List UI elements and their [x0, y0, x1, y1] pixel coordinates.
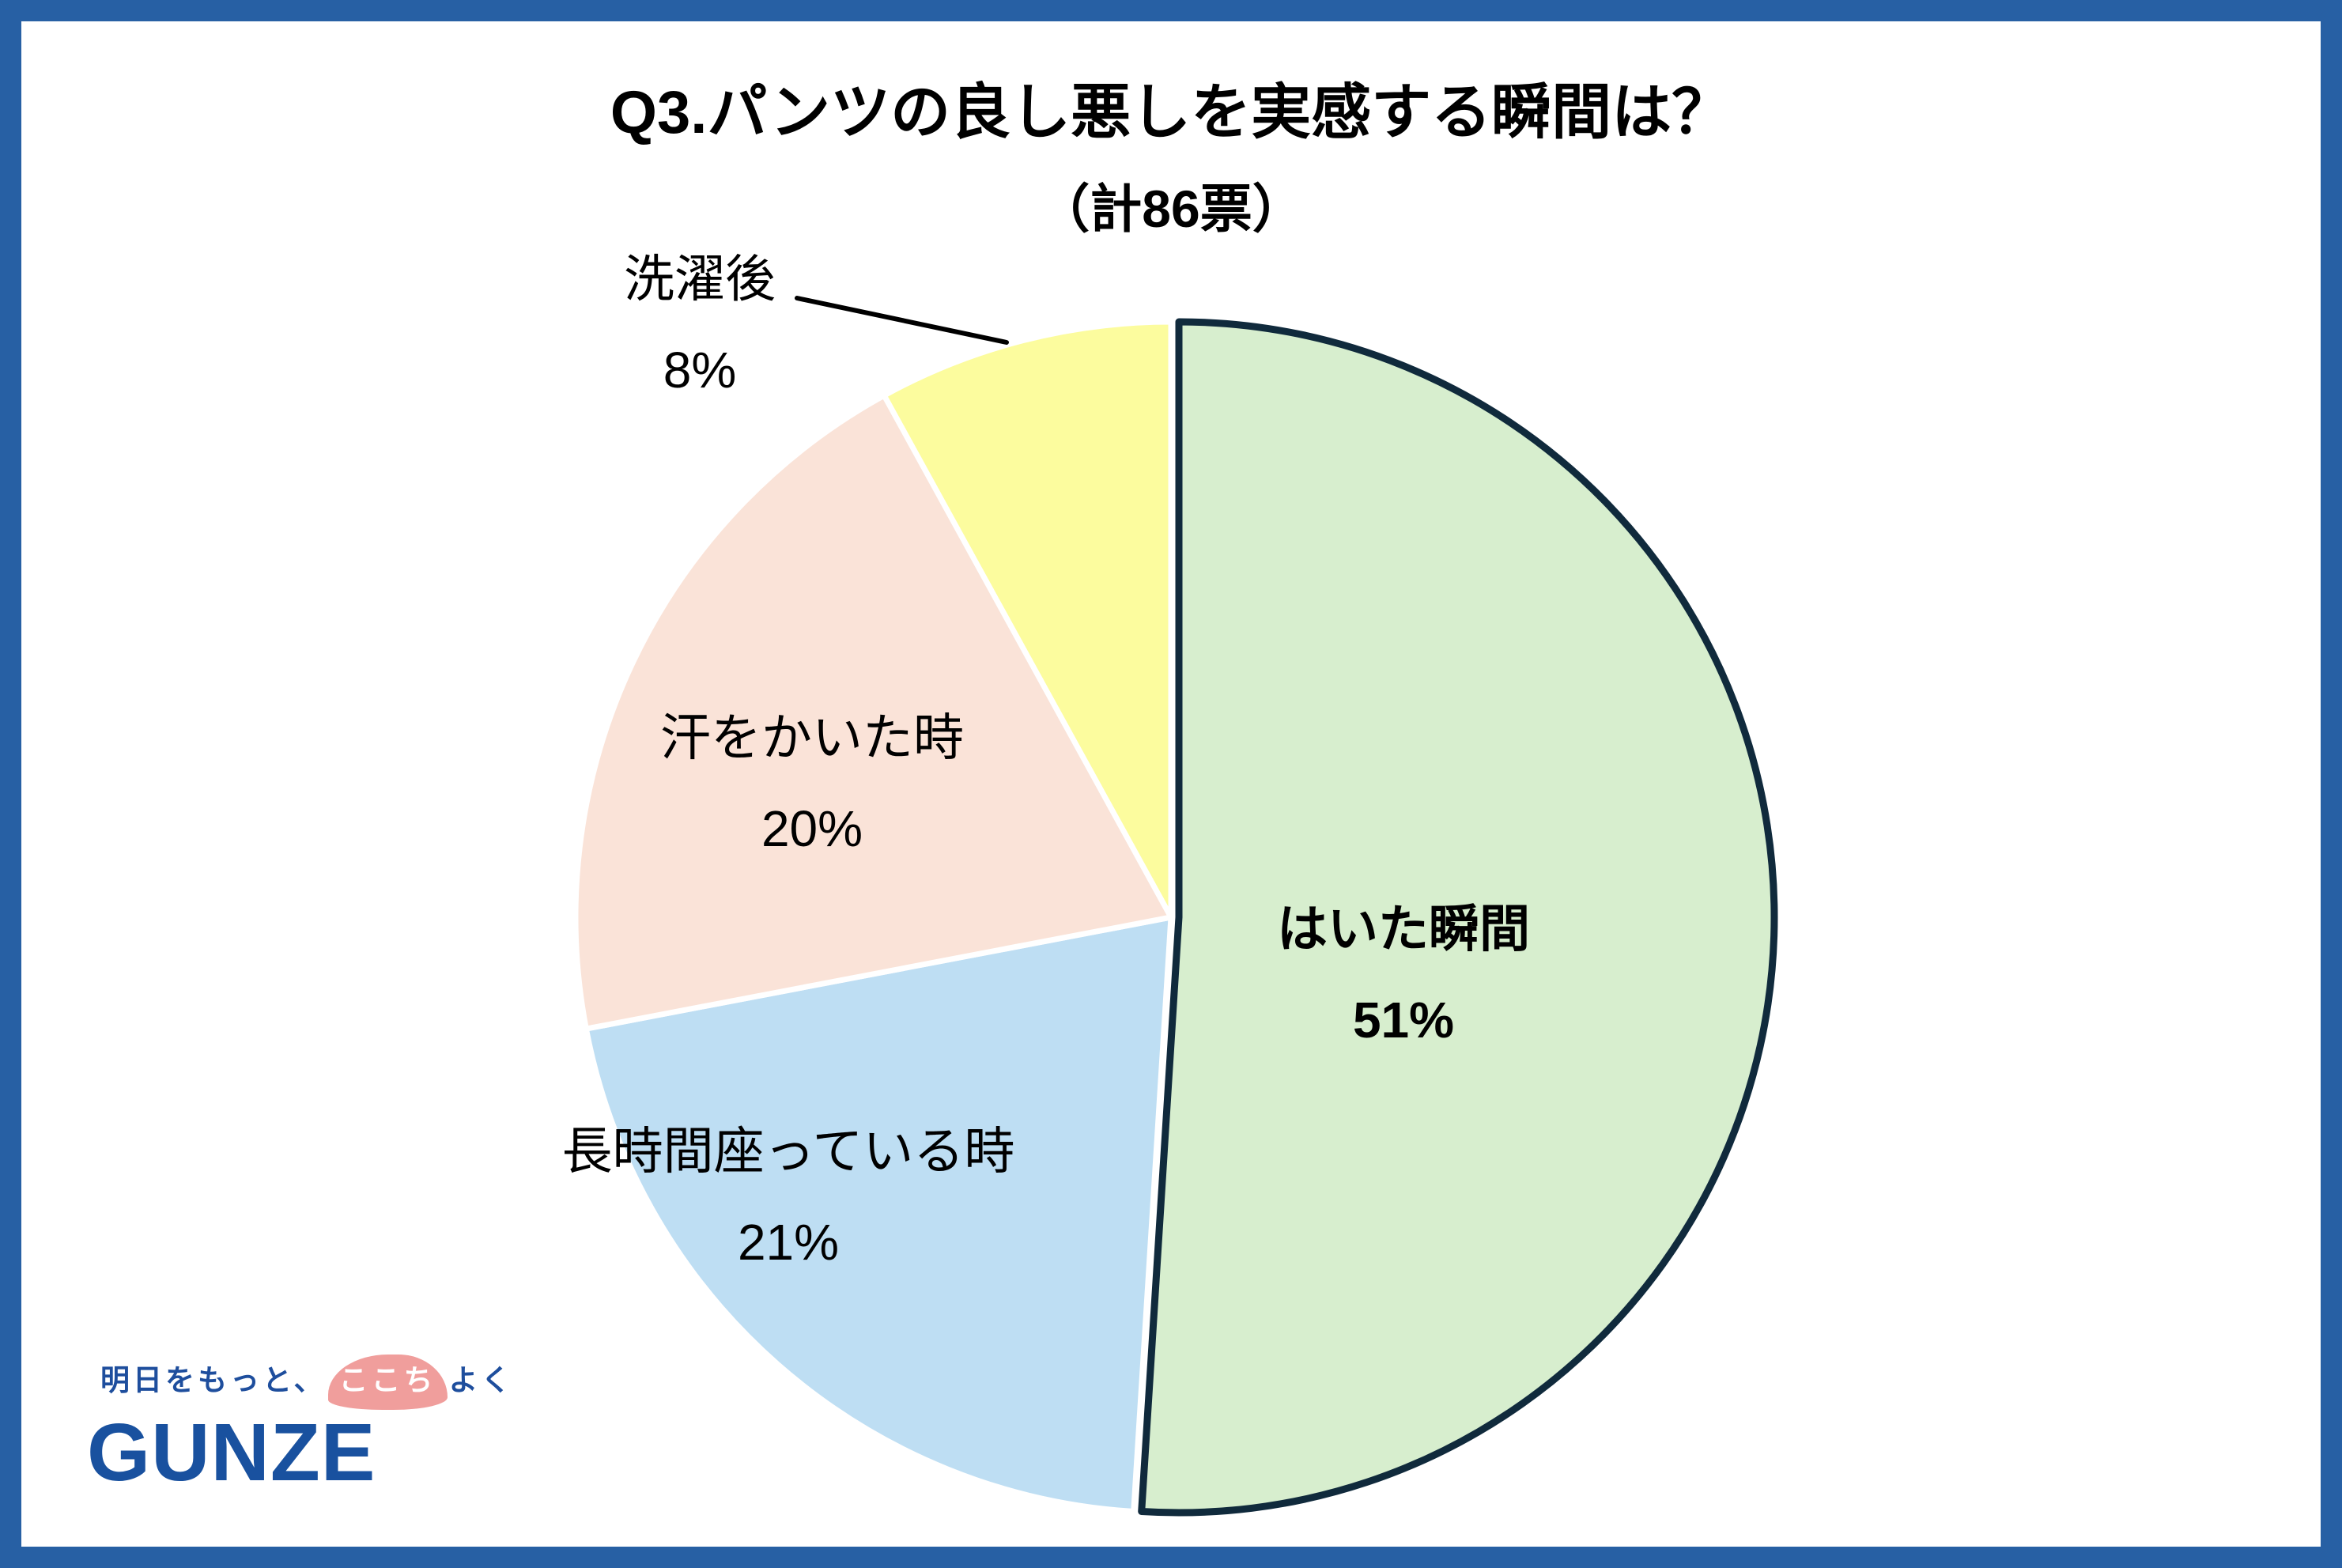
- slice-label-after-washing: 洗濯後 8%: [624, 234, 776, 416]
- slice-label-sweating: 汗をかいた時 20%: [660, 693, 964, 875]
- slice-label-pct: 21%: [737, 1214, 840, 1271]
- chart-title: Q3.パンツの良し悪しを実感する瞬間は？: [610, 79, 1732, 146]
- gunze-wordmark: GUNZE: [87, 1407, 376, 1498]
- slice-label-pct: 8%: [663, 342, 737, 399]
- tagline-highlight-blob: ここち: [327, 1355, 448, 1410]
- pie-slices-group: [572, 318, 1778, 1517]
- pie-slice-2: [572, 392, 1174, 1032]
- pie-slice-3: [881, 319, 1174, 920]
- slice-label-text: はいた瞬間: [1277, 901, 1530, 958]
- tagline-suffix: よく: [448, 1364, 514, 1396]
- slice-label-long-sitting: 長時間座っている時 21%: [562, 1106, 1015, 1288]
- chart-subtitle: （計86票）: [1037, 179, 1305, 238]
- pie-slice-1: [583, 914, 1174, 1515]
- pie-slice-0: [1138, 318, 1778, 1517]
- tagline-prefix: 明日をもっと、: [100, 1364, 327, 1396]
- gunze-tagline: 明日をもっと、 ここち よく: [87, 1355, 514, 1410]
- slice-label-text: 汗をかいた時: [660, 709, 964, 766]
- slice-label-pct: 51%: [1352, 992, 1455, 1048]
- leader-line-after-washing: [795, 296, 1009, 345]
- slice-label-text: 洗濯後: [624, 251, 776, 308]
- slice-label-pct: 20%: [761, 800, 863, 857]
- gunze-logo: 明日をもっと、 ここち よく GUNZE: [87, 1355, 514, 1498]
- slice-label-text: 長時間座っている時: [561, 1123, 1015, 1180]
- slice-label-haita-shunkan: はいた瞬間 51%: [1277, 884, 1530, 1066]
